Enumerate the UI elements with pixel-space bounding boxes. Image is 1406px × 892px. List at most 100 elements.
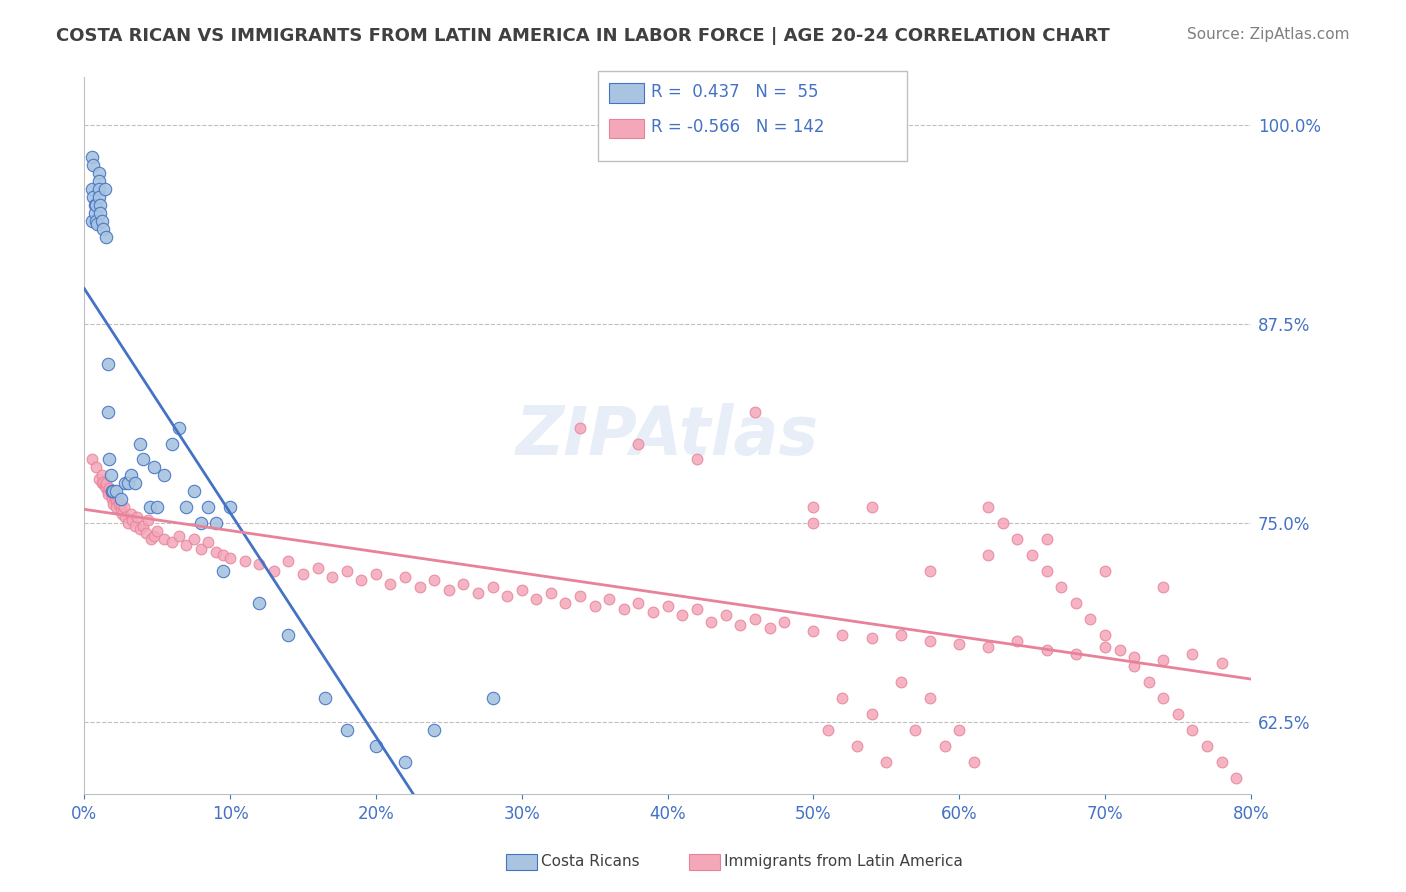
Point: [1137, 675, 1160, 690]
Point: [583, 599, 606, 613]
Point: [1181, 647, 1204, 661]
Point: [167, 529, 190, 543]
Point: [598, 592, 620, 607]
Point: [160, 535, 183, 549]
Text: ZIPAtlas: ZIPAtlas: [516, 402, 820, 468]
Point: [423, 723, 446, 737]
Point: [277, 554, 299, 568]
Point: [336, 564, 359, 578]
Point: [1225, 771, 1247, 785]
Text: Source: ZipAtlas.com: Source: ZipAtlas.com: [1187, 27, 1350, 42]
Point: [1094, 627, 1116, 641]
Point: [314, 691, 336, 706]
Point: [100, 468, 122, 483]
Point: [125, 509, 148, 524]
Point: [97, 357, 120, 371]
Point: [700, 615, 723, 629]
Point: [197, 535, 219, 549]
Point: [510, 582, 533, 597]
Point: [97, 405, 120, 419]
Point: [80, 452, 103, 467]
Point: [744, 405, 766, 419]
Point: [627, 436, 650, 450]
Point: [524, 592, 547, 607]
Point: [801, 500, 824, 515]
Point: [292, 567, 315, 582]
Point: [1050, 580, 1073, 594]
Point: [211, 548, 233, 562]
Point: [233, 554, 256, 568]
Point: [112, 500, 135, 515]
Point: [204, 516, 226, 530]
Point: [219, 500, 242, 515]
Point: [89, 205, 111, 219]
Point: [128, 523, 150, 537]
Point: [105, 500, 128, 515]
Point: [758, 621, 780, 635]
Point: [190, 516, 212, 530]
Point: [128, 436, 150, 450]
Point: [977, 640, 1000, 655]
Point: [350, 574, 373, 588]
Point: [114, 476, 136, 491]
Point: [97, 484, 120, 499]
Point: [183, 484, 205, 499]
Point: [569, 420, 592, 434]
Point: [89, 198, 111, 212]
Point: [394, 570, 416, 584]
Point: [934, 739, 956, 753]
Point: [100, 486, 122, 500]
Point: [860, 631, 883, 645]
Point: [918, 564, 941, 578]
Point: [801, 624, 824, 639]
Point: [1152, 653, 1174, 667]
Point: [321, 570, 343, 584]
Point: [90, 468, 112, 483]
Point: [84, 198, 107, 212]
Point: [1007, 532, 1029, 546]
Point: [554, 596, 576, 610]
Point: [183, 532, 205, 546]
Text: R = -0.566   N = 142: R = -0.566 N = 142: [651, 118, 824, 136]
Point: [98, 452, 121, 467]
Point: [120, 507, 142, 521]
Point: [977, 548, 1000, 562]
Point: [87, 174, 110, 188]
Point: [153, 468, 176, 483]
Point: [124, 476, 146, 491]
Point: [817, 723, 839, 737]
Point: [277, 627, 299, 641]
Point: [364, 739, 387, 753]
Point: [105, 493, 128, 508]
Point: [1195, 739, 1218, 753]
Point: [153, 532, 176, 546]
Point: [380, 576, 402, 591]
Point: [1007, 633, 1029, 648]
Point: [83, 198, 105, 212]
Point: [1152, 580, 1174, 594]
Point: [875, 755, 897, 769]
Point: [744, 611, 766, 625]
Point: [481, 580, 503, 594]
Point: [1035, 564, 1057, 578]
Point: [87, 190, 110, 204]
Point: [540, 586, 562, 600]
Text: Immigrants from Latin America: Immigrants from Latin America: [724, 855, 963, 869]
Point: [80, 182, 103, 196]
Point: [1211, 755, 1233, 769]
Point: [496, 590, 519, 604]
Point: [1152, 691, 1174, 706]
Point: [1123, 649, 1146, 664]
Point: [1021, 548, 1043, 562]
Point: [121, 513, 143, 527]
Point: [1064, 596, 1087, 610]
Point: [641, 605, 664, 619]
Point: [143, 529, 166, 543]
Point: [773, 615, 796, 629]
Point: [890, 675, 912, 690]
Point: [91, 221, 114, 235]
Text: COSTA RICAN VS IMMIGRANTS FROM LATIN AMERICA IN LABOR FORCE | AGE 20-24 CORRELAT: COSTA RICAN VS IMMIGRANTS FROM LATIN AME…: [56, 27, 1109, 45]
Point: [1108, 643, 1130, 657]
Point: [963, 755, 986, 769]
Point: [437, 582, 460, 597]
